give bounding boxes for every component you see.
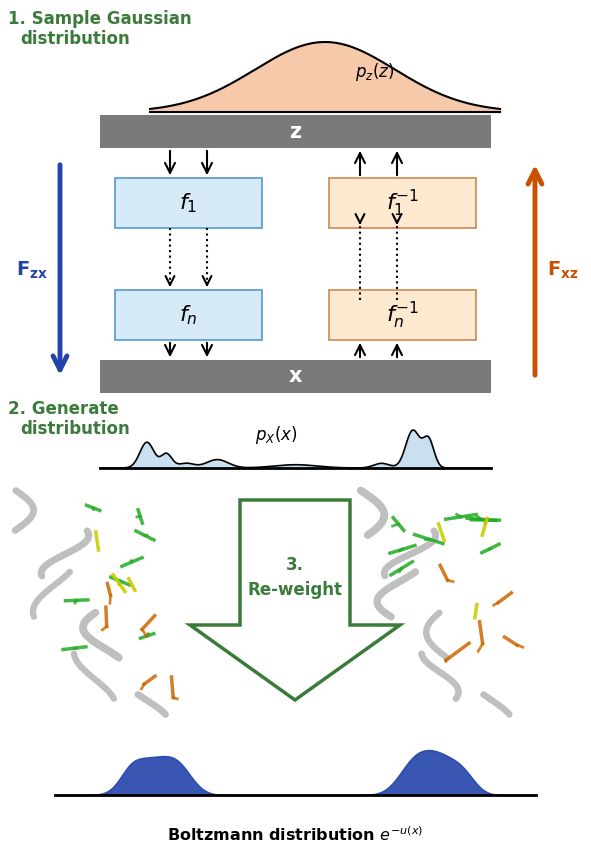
- Text: $f_1$: $f_1$: [180, 191, 197, 214]
- Bar: [329, 178, 476, 228]
- Text: z: z: [290, 121, 301, 141]
- Text: $p_z(z)$: $p_z(z)$: [355, 61, 395, 83]
- Bar: [329, 290, 476, 340]
- Text: 3.: 3.: [286, 556, 304, 574]
- Polygon shape: [190, 500, 400, 700]
- Text: $f_1^{-1}$: $f_1^{-1}$: [386, 188, 419, 219]
- Text: 1. Sample Gaussian: 1. Sample Gaussian: [8, 10, 191, 28]
- Text: distribution: distribution: [20, 30, 130, 48]
- Text: $f_n$: $f_n$: [179, 303, 198, 327]
- Text: $f_n^{-1}$: $f_n^{-1}$: [386, 300, 419, 331]
- Text: $\mathbf{F_{xz}}$: $\mathbf{F_{xz}}$: [547, 259, 579, 281]
- Text: $p_X(x)$: $p_X(x)$: [255, 424, 297, 446]
- Text: distribution: distribution: [20, 420, 130, 438]
- Text: x: x: [289, 367, 302, 387]
- Text: 2. Generate: 2. Generate: [8, 400, 119, 418]
- Bar: [115, 290, 262, 340]
- Bar: [100, 115, 491, 148]
- Text: Boltzmann distribution $e^{-u(x)}$: Boltzmann distribution $e^{-u(x)}$: [167, 826, 424, 845]
- Text: $\mathbf{F_{zx}}$: $\mathbf{F_{zx}}$: [16, 259, 48, 281]
- Bar: [100, 360, 491, 393]
- Text: Re-weight: Re-weight: [248, 581, 343, 599]
- Bar: [115, 178, 262, 228]
